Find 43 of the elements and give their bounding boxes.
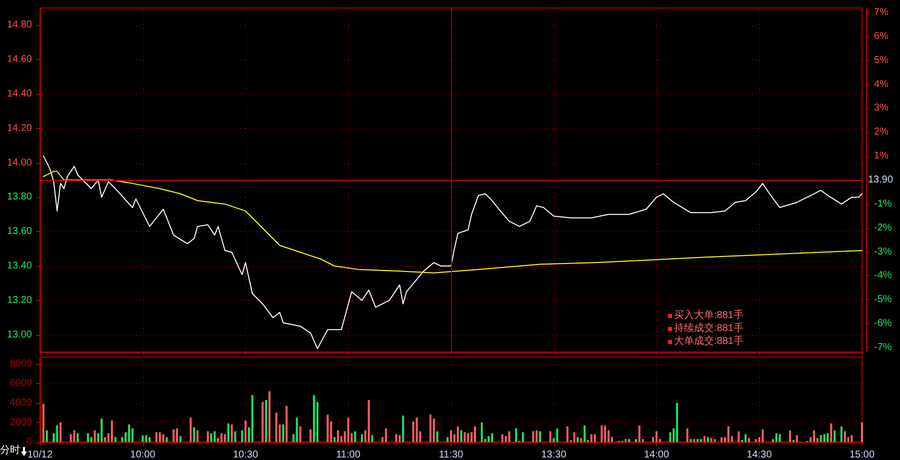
x-tick-label: 10/12 [27,450,53,460]
y-tick-label: 4000 [10,397,32,408]
y2-tick-label: 2% [874,126,889,138]
y2-tick-label: -1% [874,198,892,210]
y2-tick-label: 3% [874,102,889,114]
annotation: 持续成交:881手 [674,323,744,335]
y-tick-label: 13.60 [6,226,32,238]
y2-tick-label: 5% [874,54,889,66]
y-tick-label: 13.00 [6,329,32,340]
y-tick-label: 14.20 [6,122,32,134]
y-tick-label: 14.00 [6,157,32,168]
ref-line-label: 13.90 [868,174,894,186]
y-tick-label: 2000 [10,416,32,428]
y2-tick-label: -4% [874,270,892,282]
x-tick-label: 13:30 [541,450,567,460]
y2-tick-label: -3% [874,246,892,258]
y-tick-label: 0 [26,436,32,448]
y2-tick-label: -2% [874,222,892,234]
x-tick-label: 14:00 [644,450,670,460]
y2-tick-label: 6% [874,30,889,42]
x-tick-label: 14:30 [746,450,772,460]
y2-tick-label: -5% [874,294,892,306]
annotation: 买入大单:881手 [674,310,744,322]
annotation: 大单成交:881手 [674,336,744,348]
y-tick-label: 14.40 [6,88,32,100]
y-tick-label: 14.60 [6,54,32,66]
y2-tick-label: 4% [874,78,889,90]
x-tick-label: 11:00 [336,450,361,460]
text: 分时 [0,445,20,457]
y-tick-label: 14.80 [6,20,32,31]
y2-tick-label: 1% [874,150,889,162]
y2-tick-label: -7% [874,342,892,353]
y-tick-label: 13.80 [6,192,32,203]
y-tick-label: 6000 [10,378,32,389]
x-tick-label: 15:00 [849,450,875,460]
y-tick-label: 8000 [10,358,32,370]
y-tick-label: 13.20 [6,294,32,306]
x-tick-label: 11:30 [438,450,464,460]
x-tick-label: 10:30 [232,450,258,460]
y-tick-label: 13.40 [6,260,32,272]
y2-tick-label: -6% [874,318,892,330]
y2-tick-label: 7% [874,7,889,18]
x-tick-label: 10:00 [130,450,156,460]
